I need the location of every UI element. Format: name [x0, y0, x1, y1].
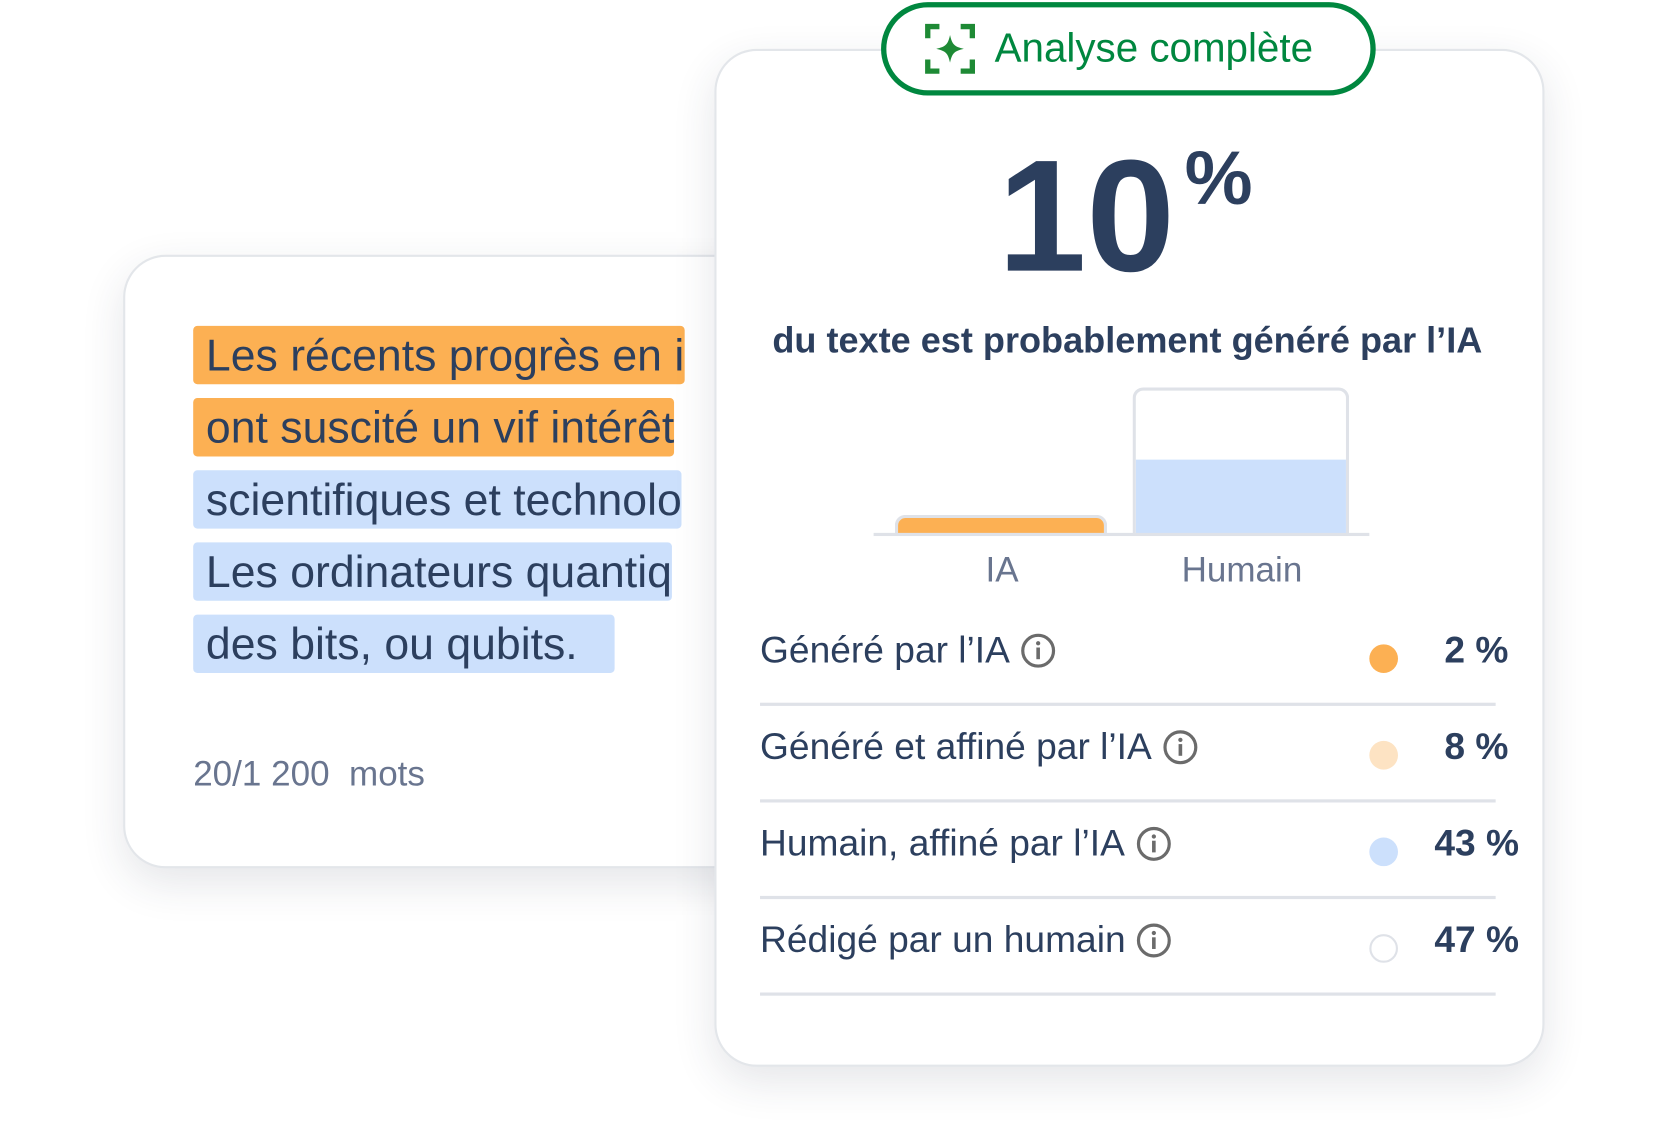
row-value: 8 %: [1444, 726, 1509, 768]
row-label: Généré par l’IA: [760, 629, 1057, 671]
x-label-humain: Humain: [1181, 549, 1303, 590]
badge-label: Analyse complète: [994, 26, 1314, 71]
bar-ia: [894, 514, 1108, 534]
row-label-text: Généré et affiné par l’IA: [760, 726, 1152, 768]
chart-baseline: [873, 532, 1370, 537]
row-label-text: Généré par l’IA: [760, 629, 1010, 671]
info-icon[interactable]: [1136, 922, 1172, 958]
legend-dot: [1369, 934, 1398, 963]
sparkle-scan-icon: [925, 23, 975, 74]
analysis-complete-badge: Analyse complète: [881, 2, 1376, 96]
breakdown-row-generated-by-ai: Généré par l’IA 2 %: [760, 609, 1508, 706]
bar-ia-fill: [898, 518, 1104, 534]
row-label: Rédigé par un humain: [760, 919, 1172, 961]
row-label-text: Rédigé par un humain: [760, 919, 1126, 961]
legend-dot: [1369, 740, 1398, 770]
info-icon[interactable]: [1021, 633, 1057, 669]
ai-score: 10: [997, 126, 1175, 305]
row-value: 43 %: [1434, 822, 1520, 865]
row-value: 2 %: [1444, 629, 1509, 671]
highlight-line-ai: ont suscité un vif intérêt: [193, 398, 675, 457]
word-count: 20/1 200 mots: [193, 753, 425, 793]
row-label: Humain, affiné par l’IA: [760, 823, 1172, 865]
text-input-card: Les récents progrès en i ont suscité un …: [123, 254, 807, 869]
row-label-text: Humain, affiné par l’IA: [760, 822, 1125, 865]
score-subtitle: du texte est probablement généré par l’I…: [772, 320, 1483, 361]
info-icon[interactable]: [1135, 826, 1171, 862]
highlight-line-ai: Les récents progrès en i: [193, 325, 685, 385]
breakdown-row-human-refined-by-ai: Humain, affiné par l’IA 43 %: [760, 802, 1519, 900]
legend-dot: [1369, 837, 1398, 867]
info-icon[interactable]: [1162, 729, 1198, 765]
highlight-line-human: des bits, ou qubits.: [193, 614, 615, 673]
breakdown-row-written-by-human: Rédigé par un humain 47 %: [760, 899, 1519, 996]
breakdown-row-generated-refined-by-ai: Généré et affiné par l’IA 8 %: [760, 706, 1508, 803]
ai-score-unit: %: [1184, 135, 1253, 221]
bar-humain: [1132, 387, 1350, 534]
row-divider: [760, 992, 1496, 996]
row-divider: [760, 799, 1496, 803]
row-divider: [760, 895, 1496, 900]
bar-humain-fill: [1135, 459, 1346, 534]
highlight-line-human: Les ordinateurs quantiq: [193, 542, 672, 601]
legend-dot: [1369, 644, 1398, 673]
row-divider: [760, 702, 1496, 706]
row-value: 47 %: [1434, 919, 1520, 961]
row-label: Généré et affiné par l’IA: [760, 726, 1198, 768]
x-label-ia: IA: [985, 549, 1019, 590]
highlight-line-human: scientifiques et technolo: [193, 470, 682, 529]
